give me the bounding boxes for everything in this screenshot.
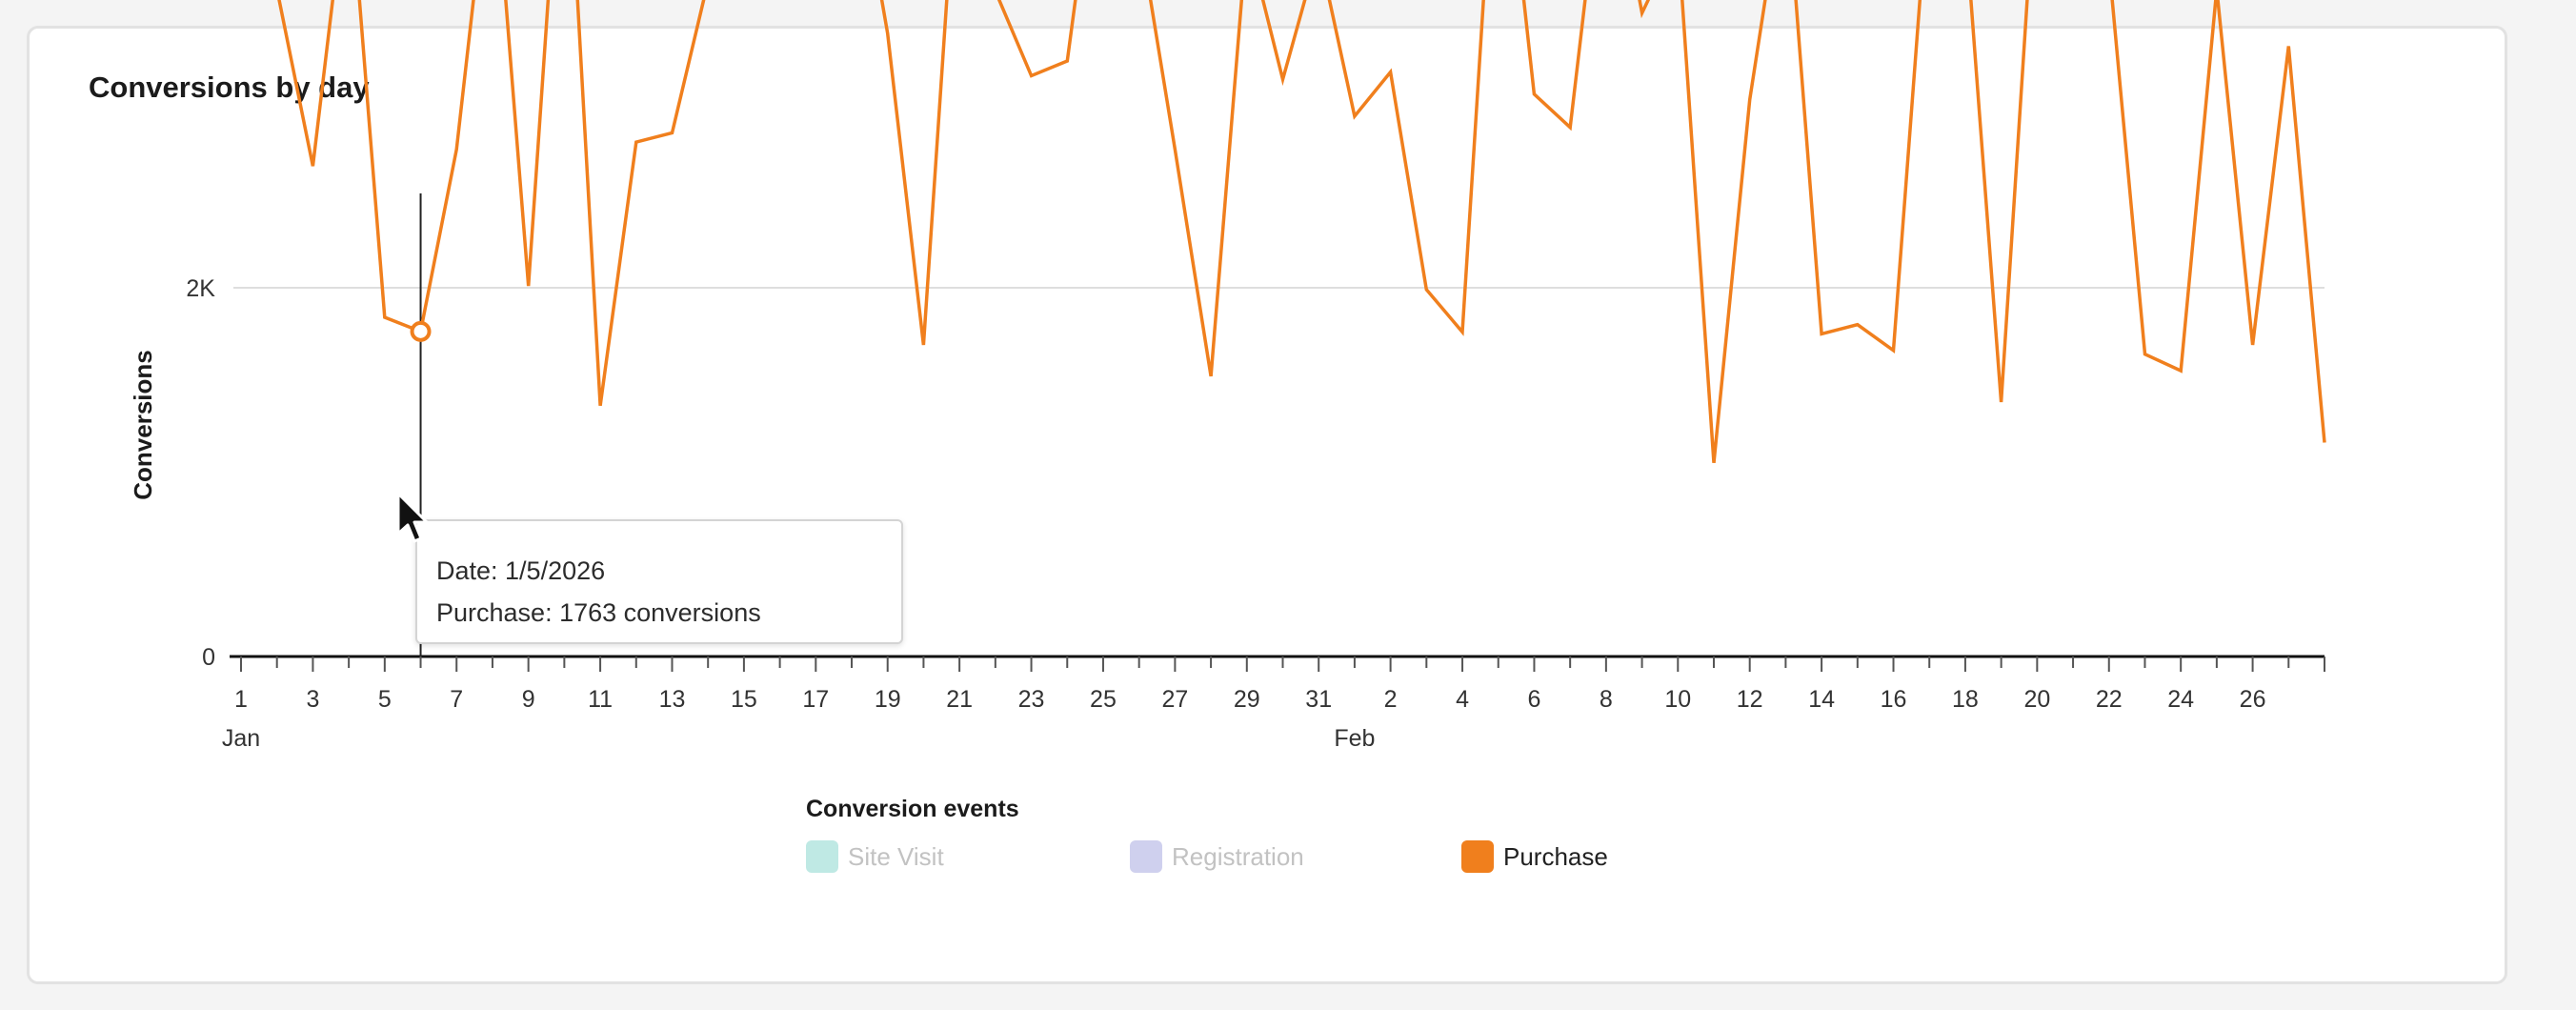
x-tick-label: 13 bbox=[659, 686, 686, 713]
series-line-purchase bbox=[277, 0, 2326, 463]
x-tick-label: 24 bbox=[2167, 686, 2194, 713]
x-tick-label: 23 bbox=[1018, 686, 1045, 713]
legend-item-purchase[interactable]: Purchase bbox=[1461, 838, 1608, 875]
tooltip-date: Date: 1/5/2026 bbox=[436, 556, 606, 585]
legend-swatch-site-visit bbox=[806, 840, 838, 873]
x-tick-label: 27 bbox=[1161, 686, 1188, 713]
x-tick-label: 11 bbox=[588, 686, 613, 713]
y-tick-label: 0 bbox=[202, 644, 215, 671]
x-tick-label: 1 bbox=[234, 686, 248, 713]
legend-swatch-registration bbox=[1130, 840, 1162, 873]
mouse-pointer-icon bbox=[396, 492, 429, 543]
x-tick-label: 10 bbox=[1664, 686, 1691, 713]
x-tick-label: 6 bbox=[1527, 686, 1540, 713]
x-tick-label: 7 bbox=[450, 686, 463, 713]
x-tick-label: 29 bbox=[1234, 686, 1260, 713]
x-tick-label: 22 bbox=[2096, 686, 2123, 713]
legend-title: Conversion events bbox=[806, 796, 1019, 822]
x-tick-label: 16 bbox=[1881, 686, 1907, 713]
legend-label-registration: Registration bbox=[1172, 841, 1304, 871]
x-tick-label: 19 bbox=[875, 686, 901, 713]
x-group-label: Feb bbox=[1334, 725, 1375, 752]
legend-item-site-visit[interactable]: Site Visit bbox=[806, 838, 944, 875]
x-tick-label: 31 bbox=[1305, 686, 1332, 713]
x-tick-label: 18 bbox=[1952, 686, 1979, 713]
legend-label-purchase: Purchase bbox=[1503, 841, 1608, 871]
x-tick-label: 5 bbox=[378, 686, 392, 713]
x-tick-label: 3 bbox=[306, 686, 319, 713]
tooltip-value: Purchase: 1763 conversions bbox=[436, 598, 761, 627]
legend-swatch-purchase bbox=[1461, 840, 1494, 873]
x-tick-label: 8 bbox=[1600, 686, 1613, 713]
legend-item-registration[interactable]: Registration bbox=[1130, 838, 1304, 875]
legend-label-site-visit: Site Visit bbox=[848, 841, 944, 871]
x-tick-label: 17 bbox=[802, 686, 829, 713]
x-tick-label: 9 bbox=[522, 686, 535, 713]
x-tick-label: 14 bbox=[1808, 686, 1835, 713]
y-axis-title: Conversions bbox=[129, 350, 157, 500]
x-tick-label: 4 bbox=[1456, 686, 1469, 713]
x-tick-label: 25 bbox=[1090, 686, 1117, 713]
x-tick-label: 15 bbox=[731, 686, 757, 713]
x-tick-label: 21 bbox=[946, 686, 973, 713]
x-tick-label: 26 bbox=[2240, 686, 2266, 713]
x-tick-label: 20 bbox=[2023, 686, 2050, 713]
chart-tooltip: Date: 1/5/2026 Purchase: 1763 conversion… bbox=[415, 519, 903, 644]
chart-card bbox=[27, 26, 2507, 984]
x-tick-label: 12 bbox=[1737, 686, 1763, 713]
x-group-label: Jan bbox=[222, 725, 260, 752]
highlight-point bbox=[410, 320, 432, 342]
x-tick-label: 2 bbox=[1384, 686, 1398, 713]
y-tick-label: 2K bbox=[186, 275, 215, 302]
